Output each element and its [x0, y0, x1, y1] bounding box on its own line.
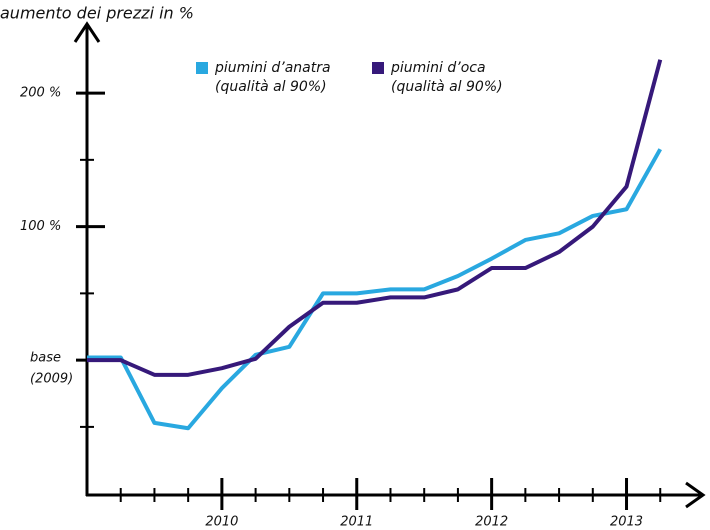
x-tick-label: 2013 [610, 515, 643, 530]
legend-swatch [372, 62, 384, 74]
series-line [87, 148, 662, 431]
y-tick-label: base [30, 351, 61, 366]
legend-note: (qualità al 90%) [215, 79, 327, 95]
x-tick-label: 2012 [475, 515, 508, 530]
legend-label: piumini d’anatra [214, 60, 331, 76]
legend-swatch [196, 62, 208, 74]
legend-label: piumini d’oca [390, 60, 486, 76]
x-tick-label: 2010 [205, 515, 238, 530]
series-line [87, 59, 663, 377]
legend-note: (qualità al 90%) [391, 79, 503, 95]
y-tick-label: (2009) [30, 372, 73, 387]
x-tick-label: 2011 [340, 515, 373, 530]
x-arrow [685, 481, 706, 509]
y-tick-label: 100 % [20, 219, 61, 234]
y-tick-label: 200 % [20, 86, 61, 101]
y-axis-label: aumento dei prezzi in % [0, 4, 194, 23]
y-arrow [73, 21, 101, 43]
